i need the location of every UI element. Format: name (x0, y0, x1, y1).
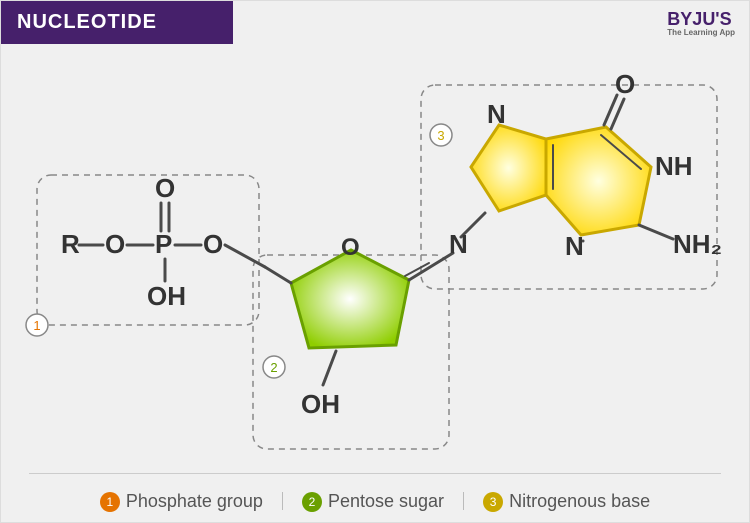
frame: NUCLEOTIDE BYJU'S The Learning App (0, 0, 750, 523)
base-ring-5 (471, 125, 546, 211)
marker-3-num: 3 (437, 128, 444, 143)
legend-badge-2: 2 (302, 492, 322, 512)
atom-P: P (155, 229, 172, 259)
atom-O2: O (155, 173, 175, 203)
legend-label-1: Phosphate group (126, 491, 263, 512)
atom-OH1: OH (147, 281, 186, 311)
legend-badge-3: 3 (483, 492, 503, 512)
legend-sep-2 (463, 492, 464, 510)
atom-Oring: O (341, 234, 360, 261)
atom-O1: O (105, 229, 125, 259)
marker-1-num: 1 (33, 318, 40, 333)
atom-N-glyco: N (449, 229, 468, 259)
atom-R: R (61, 229, 80, 259)
atom-N1: N (487, 99, 506, 129)
legend-item-1: 1 Phosphate group (100, 491, 263, 512)
footer-divider (29, 473, 721, 474)
brand-logo: BYJU'S The Learning App (667, 9, 735, 37)
legend-badge-1: 1 (100, 492, 120, 512)
brand-tag: The Learning App (667, 28, 735, 37)
atom-OH2: OH (301, 389, 340, 419)
atom-NH: NH (655, 151, 693, 181)
legend: 1 Phosphate group 2 Pentose sugar 3 Nitr… (1, 490, 749, 513)
legend-sep-1 (282, 492, 283, 510)
atom-Obase: O (615, 69, 635, 99)
brand-name: BYJU'S (667, 9, 731, 29)
atom-NH2: NH₂ (673, 229, 722, 259)
atom-labels: R O P O O OH O OH N N N O NH NH₂ (61, 69, 722, 419)
legend-label-3: Nitrogenous base (509, 491, 650, 512)
sugar-ring (291, 250, 409, 348)
diagram-canvas: R O P O O OH O OH N N N O NH NH₂ 1 2 3 (1, 45, 749, 465)
atom-O3: O (203, 229, 223, 259)
atom-N2: N (565, 231, 584, 261)
title-bar: NUCLEOTIDE (1, 1, 233, 44)
legend-item-3: 3 Nitrogenous base (483, 491, 650, 512)
legend-label-2: Pentose sugar (328, 491, 444, 512)
base-ring-6 (546, 127, 651, 235)
legend-item-2: 2 Pentose sugar (302, 491, 444, 512)
page-title: NUCLEOTIDE (17, 11, 157, 33)
marker-2-num: 2 (270, 360, 277, 375)
